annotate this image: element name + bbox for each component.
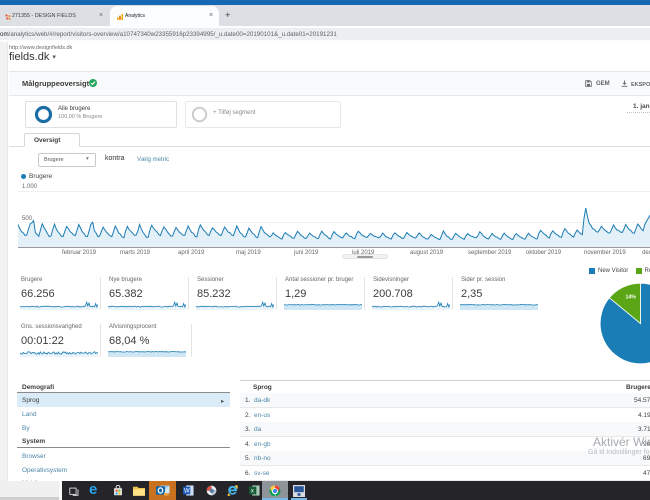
svg-text:x: x [250,488,253,494]
svg-text:W: W [184,488,190,494]
svg-text:14%: 14% [626,295,637,301]
